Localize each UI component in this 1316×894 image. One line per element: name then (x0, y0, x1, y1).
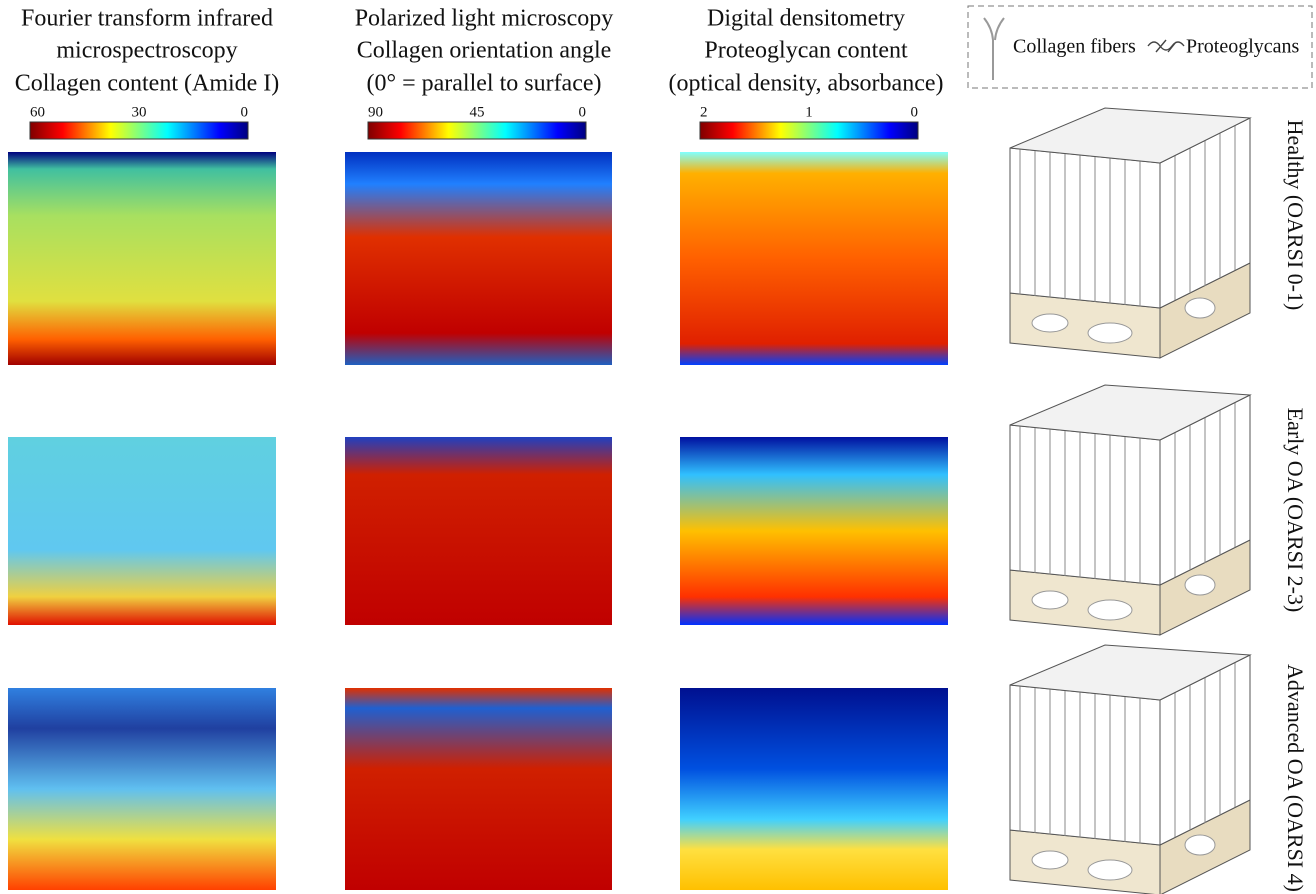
schematic (1010, 645, 1250, 894)
column-header: microspectroscopy (56, 38, 237, 64)
colorbar-label: 0 (241, 104, 249, 120)
row-label: Advanced OA (OARSI 4) (1283, 664, 1308, 892)
colorbar (700, 122, 918, 139)
colorbars: 60 30 0 90 45 0 2 1 0 (30, 104, 918, 139)
row-label: Early OA (OARSI 2-3) (1283, 408, 1308, 613)
column-header: Collagen orientation angle (357, 38, 612, 64)
colorbar (30, 122, 248, 139)
colorbar-label: 90 (368, 104, 383, 120)
legend: Collagen fibers Proteoglycans (968, 6, 1312, 88)
micrographs (8, 152, 948, 890)
column-headers: Fourier transform infrared microspectros… (15, 6, 944, 97)
schematic (1010, 385, 1250, 635)
fiber-icon (984, 18, 1004, 80)
column-header: Proteoglycan content (704, 38, 908, 64)
colorbar-label: 1 (805, 104, 813, 120)
column-header: (optical density, absorbance) (668, 71, 943, 97)
micrograph (8, 152, 276, 365)
colorbar (368, 122, 586, 139)
micrograph (680, 437, 948, 625)
micrograph (680, 688, 948, 890)
schematic (1010, 108, 1250, 358)
row-label: Healthy (OARSI 0-1) (1283, 120, 1308, 311)
schematics (1010, 108, 1250, 894)
legend-label: Proteoglycans (1186, 36, 1300, 58)
colorbar-label: 60 (30, 104, 45, 120)
column-header: Collagen content (Amide I) (15, 71, 280, 97)
row-labels: Healthy (OARSI 0-1) Early OA (OARSI 2-3)… (1283, 120, 1308, 892)
proteoglycan-icon (1148, 40, 1184, 52)
column-header: Polarized light microscopy (355, 6, 614, 32)
micrograph (345, 152, 612, 365)
colorbar-label: 2 (700, 104, 708, 120)
micrograph (8, 437, 276, 625)
figure: Fourier transform infrared microspectros… (0, 0, 1316, 894)
colorbar-label: 0 (911, 104, 919, 120)
micrograph (680, 152, 948, 365)
legend-label: Collagen fibers (1013, 36, 1136, 58)
column-header: (0° = parallel to surface) (366, 71, 601, 97)
column-header: Fourier transform infrared (21, 6, 273, 32)
micrograph (345, 688, 612, 890)
colorbar-label: 0 (579, 104, 587, 120)
micrograph (8, 688, 276, 890)
micrograph (345, 437, 612, 625)
column-header: Digital densitometry (707, 6, 905, 32)
colorbar-label: 30 (132, 104, 147, 120)
colorbar-label: 45 (470, 104, 485, 120)
